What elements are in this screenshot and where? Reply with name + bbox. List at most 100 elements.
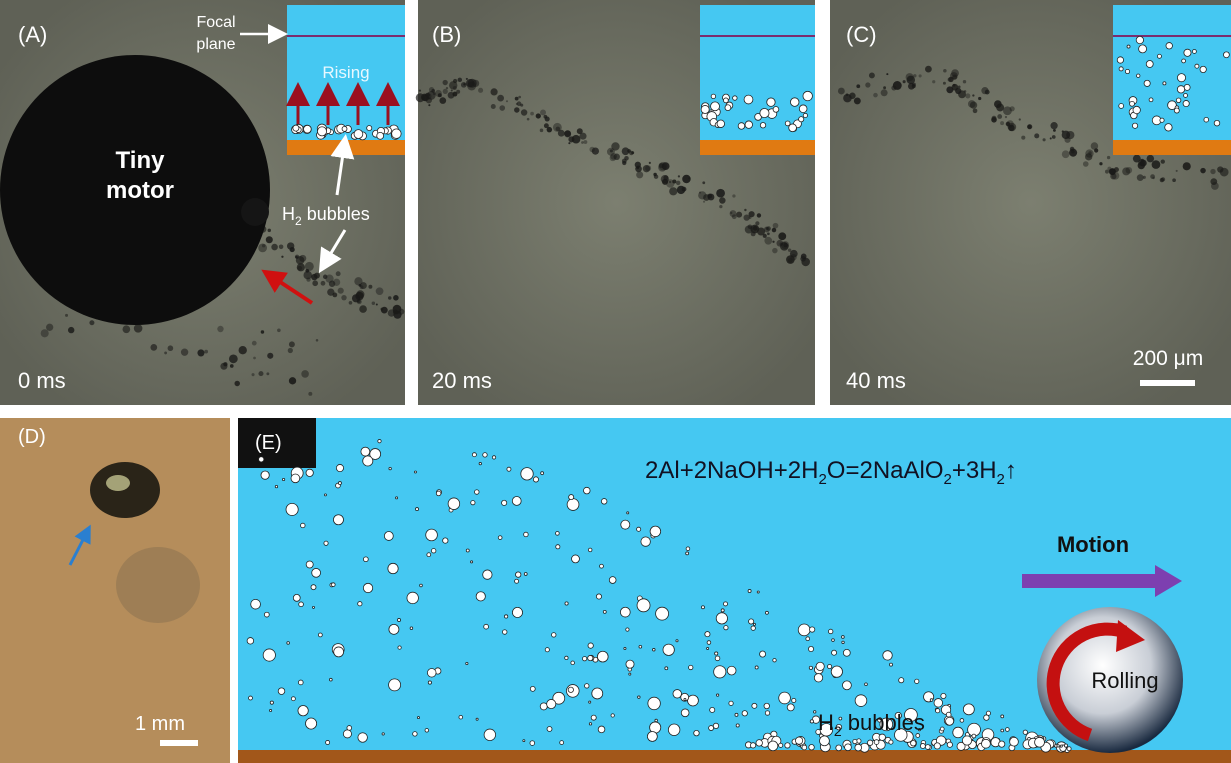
dot (267, 353, 273, 359)
bubble (750, 743, 755, 748)
bubble (842, 681, 851, 690)
bubble (585, 684, 589, 688)
bubble (624, 647, 626, 649)
dot (568, 142, 570, 144)
bubble (727, 666, 736, 675)
bubble (545, 648, 549, 652)
bubble (1182, 59, 1186, 63)
dot (773, 223, 779, 229)
dot (622, 161, 626, 165)
scale-bar (160, 740, 198, 746)
bubble (589, 723, 591, 725)
dot (730, 212, 732, 214)
dot (341, 295, 346, 300)
bubble (417, 717, 419, 719)
bubble (1184, 94, 1188, 98)
bubble (803, 113, 807, 117)
bubble (311, 585, 316, 590)
dot (688, 177, 690, 179)
dot (1053, 129, 1056, 132)
dot (368, 285, 372, 289)
bubble (312, 606, 314, 608)
bubble (842, 636, 845, 639)
bubble (459, 715, 463, 719)
dot (1027, 125, 1031, 129)
bubble (647, 731, 657, 741)
dot (649, 162, 651, 164)
bubble (920, 743, 925, 748)
dot (463, 83, 465, 85)
dot (150, 344, 157, 351)
dot (1152, 160, 1161, 169)
dot (223, 362, 227, 366)
bubble (701, 105, 709, 113)
dot (1172, 178, 1176, 182)
bubble (668, 724, 680, 736)
dot (453, 92, 458, 97)
dot (1010, 106, 1015, 111)
bubble (363, 456, 373, 466)
dot (356, 290, 364, 298)
bubble (764, 703, 769, 708)
bubble (427, 553, 431, 557)
bubble (572, 555, 580, 563)
dot (786, 255, 795, 264)
dot (672, 179, 676, 183)
bubble (261, 471, 269, 479)
dot (122, 325, 130, 333)
dot (948, 77, 953, 82)
bubble (639, 645, 642, 648)
bubble (1165, 124, 1172, 131)
dot (767, 232, 770, 235)
bubble (842, 641, 844, 643)
bubble (934, 743, 940, 749)
bubble (259, 457, 264, 462)
dot (766, 227, 769, 230)
bubble (515, 579, 519, 583)
bubble (963, 704, 974, 715)
dot (321, 281, 326, 286)
dot (301, 370, 309, 378)
bubble (583, 487, 590, 494)
bubble (1133, 106, 1140, 113)
dot (1019, 118, 1021, 120)
dot (289, 341, 295, 347)
bubble (711, 94, 715, 98)
bubble (717, 120, 725, 128)
bubble (785, 743, 790, 748)
dot (886, 73, 888, 75)
bubble (789, 124, 797, 132)
bubble (533, 477, 538, 482)
bubble (713, 723, 718, 728)
dot (521, 109, 527, 115)
bubble (1119, 67, 1123, 71)
bubble (270, 701, 273, 704)
dot (1000, 121, 1004, 125)
bubble (733, 96, 738, 101)
bubble (1214, 120, 1220, 126)
bubble (711, 102, 720, 111)
bubble (582, 656, 586, 660)
panel-label: (C) (846, 22, 877, 47)
bubble (1166, 43, 1172, 49)
bubble (484, 729, 495, 740)
bubble (524, 573, 527, 576)
bubble (1127, 45, 1130, 48)
bubble (389, 624, 399, 634)
bubble (420, 584, 423, 587)
bubble (665, 667, 668, 670)
dot (1064, 137, 1070, 143)
dot (443, 80, 448, 85)
bubble (291, 697, 295, 701)
dot (323, 275, 327, 279)
dot (516, 103, 518, 105)
motor (90, 462, 160, 518)
dot (376, 287, 384, 295)
bubble (466, 662, 468, 664)
bubble (930, 699, 933, 702)
dot (349, 301, 353, 305)
dot (881, 89, 888, 96)
bubble (596, 594, 601, 599)
bubble (547, 727, 552, 732)
bubble (1157, 54, 1161, 58)
